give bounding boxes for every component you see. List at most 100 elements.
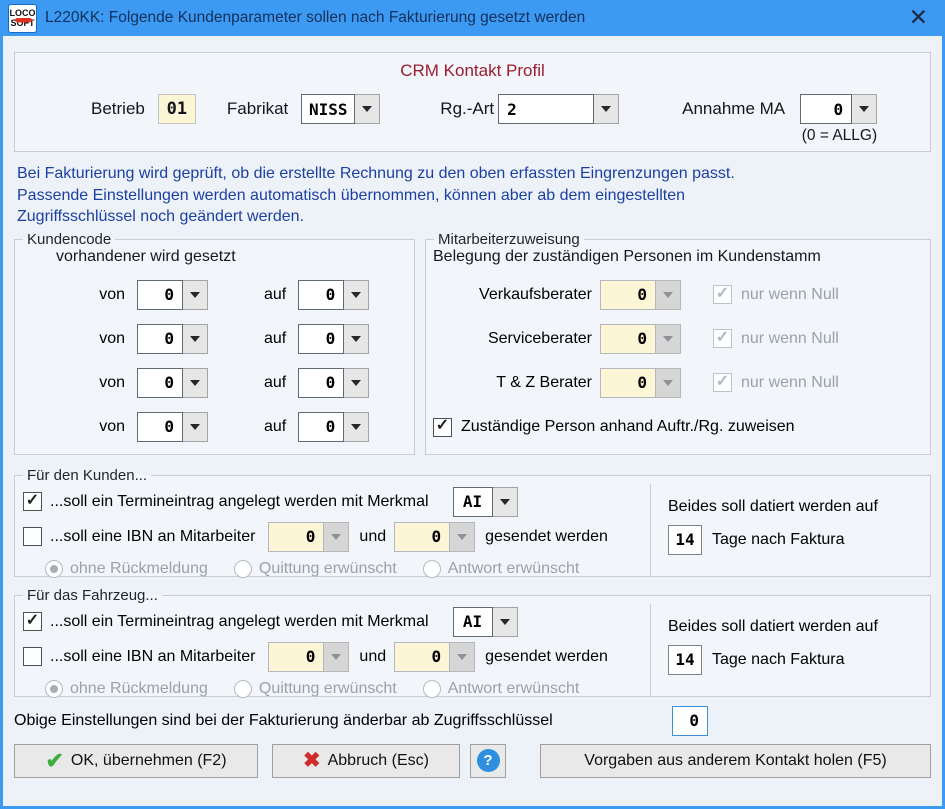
kundencode-auf-combobox[interactable]: 0 — [298, 279, 370, 310]
cancel-button[interactable]: ✖ Abbruch (Esc) — [272, 743, 460, 778]
von-value[interactable]: 0 — [137, 279, 183, 310]
annahme-ma-combobox[interactable]: 0 — [800, 94, 878, 124]
annahme-ma-note: (0 = ALLG) — [801, 127, 878, 144]
ibn-dropdown-button[interactable] — [450, 641, 476, 672]
von-value[interactable]: 0 — [137, 323, 183, 354]
rgart-dropdown-button[interactable] — [594, 94, 620, 124]
ibn-mitarbeiter1-value[interactable]: 0 — [268, 521, 325, 552]
verkaufsberater-label: Verkaufsberater — [479, 285, 592, 303]
tz-berater-combobox[interactable]: 0 — [600, 367, 681, 398]
auf-dropdown-button[interactable] — [344, 411, 370, 442]
ibn-mitarbeiter1-value[interactable]: 0 — [268, 641, 325, 672]
kunde-tage-field[interactable]: 14 — [668, 524, 702, 555]
nur-wenn-null-checkbox[interactable]: ✓ — [713, 285, 732, 304]
ibn-mitarbeiter2-value[interactable]: 0 — [394, 521, 451, 552]
ohne-rueckmeldung-radio[interactable] — [45, 679, 63, 698]
check-icon: ✓ — [715, 284, 730, 302]
vorgaben-button[interactable]: Vorgaben aus anderem Kontakt holen (F5) — [540, 743, 931, 778]
verkaufsberater-dropdown-button[interactable] — [656, 279, 681, 310]
fabrikat-combobox[interactable]: NISS — [301, 94, 381, 124]
tz-berater-dropdown-button[interactable] — [656, 367, 681, 398]
auf-value[interactable]: 0 — [298, 323, 345, 354]
ok-button[interactable]: ✔ OK, übernehmen (F2) — [14, 743, 258, 778]
auf-value[interactable]: 0 — [298, 411, 345, 442]
antwort-erwuenscht-radio[interactable] — [422, 679, 441, 698]
serviceberater-value[interactable]: 0 — [600, 323, 656, 354]
chevron-down-icon — [331, 533, 342, 540]
nur-wenn-null-checkbox[interactable]: ✓ — [713, 329, 732, 348]
fahrzeug-merkmal-combobox[interactable]: AI — [452, 606, 518, 637]
mitarbeiterzuweisung-group: Mitarbeiterzuweisung Belegung der zustän… — [425, 230, 931, 455]
kunde-ibn-checkbox[interactable] — [23, 527, 42, 546]
kunde-merkmal-combobox[interactable]: AI — [452, 486, 518, 517]
von-label: von — [99, 417, 125, 435]
ibn-mitarbeiter2-value[interactable]: 0 — [394, 641, 451, 672]
crm-panel-title: CRM Kontakt Profil — [400, 61, 545, 80]
kundencode-auf-combobox[interactable]: 0 — [298, 323, 370, 354]
kunde-ibn-mitarbeiter2-combobox[interactable]: 0 — [394, 521, 476, 552]
von-value[interactable]: 0 — [137, 411, 183, 442]
info-line-3: Zugriffsschlüssel noch geändert werden. — [17, 208, 304, 225]
auf-value[interactable]: 0 — [298, 367, 345, 398]
kundencode-auf-combobox[interactable]: 0 — [298, 367, 370, 398]
kunde-merkmal-value[interactable]: AI — [452, 486, 493, 517]
kunde-termineintrag-checkbox[interactable]: ✓ — [23, 492, 42, 511]
fahrzeug-ibn-mitarbeiter2-combobox[interactable]: 0 — [394, 641, 476, 672]
auf-dropdown-button[interactable] — [344, 279, 370, 310]
serviceberater-dropdown-button[interactable] — [656, 323, 681, 354]
kunde-ibn-mitarbeiter1-combobox[interactable]: 0 — [268, 521, 350, 552]
auf-value[interactable]: 0 — [298, 279, 345, 310]
annahme-ma-value[interactable]: 0 — [800, 94, 853, 124]
annahme-ma-dropdown-button[interactable] — [852, 94, 878, 124]
auf-dropdown-button[interactable] — [344, 323, 370, 354]
nur-wenn-null-checkbox[interactable]: ✓ — [713, 373, 732, 392]
rgart-combobox[interactable]: 2 — [498, 94, 620, 124]
chevron-down-icon — [351, 291, 362, 298]
kundencode-von-combobox[interactable]: 0 — [137, 323, 208, 354]
help-button[interactable]: ? — [470, 743, 506, 778]
von-dropdown-button[interactable] — [183, 411, 208, 442]
info-line-1: Bei Fakturierung wird geprüft, ob die er… — [17, 165, 735, 182]
chevron-down-icon — [499, 498, 510, 505]
kundencode-auf-combobox[interactable]: 0 — [298, 411, 370, 442]
fahrzeug-merkmal-value[interactable]: AI — [452, 606, 493, 637]
quittung-erwuenscht-radio[interactable] — [233, 679, 252, 698]
von-dropdown-button[interactable] — [183, 279, 208, 310]
fahrzeug-ibn-mitarbeiter1-combobox[interactable]: 0 — [268, 641, 350, 672]
fabrikat-value[interactable]: NISS — [301, 94, 356, 124]
von-value[interactable]: 0 — [137, 367, 183, 398]
von-dropdown-button[interactable] — [183, 323, 208, 354]
merkmal-dropdown-button[interactable] — [492, 606, 518, 637]
von-dropdown-button[interactable] — [183, 367, 208, 398]
antwort-erwuenscht-radio[interactable] — [422, 559, 441, 578]
ohne-rueckmeldung-radio[interactable] — [45, 559, 63, 578]
fahrzeug-ibn-checkbox[interactable] — [23, 647, 42, 666]
close-icon[interactable]: ✕ — [908, 4, 928, 31]
ibn-dropdown-button[interactable] — [324, 521, 350, 552]
betrieb-field[interactable]: 01 — [157, 94, 196, 124]
quittung-erwuenscht-radio[interactable] — [233, 559, 252, 578]
merkmal-dropdown-button[interactable] — [492, 486, 518, 517]
zustaendige-person-checkbox[interactable]: ✓ — [433, 417, 452, 437]
kundencode-von-combobox[interactable]: 0 — [137, 367, 208, 398]
serviceberater-combobox[interactable]: 0 — [600, 323, 681, 354]
zustaendige-person-label: Zuständige Person anhand Auftr./Rg. zuwe… — [461, 418, 795, 435]
zugriffsschluessel-input[interactable]: 0 — [672, 705, 708, 736]
verkaufsberater-combobox[interactable]: 0 — [600, 279, 681, 310]
kundencode-von-combobox[interactable]: 0 — [137, 411, 208, 442]
verkaufsberater-value[interactable]: 0 — [600, 279, 656, 310]
fabrikat-dropdown-button[interactable] — [355, 94, 381, 124]
rgart-value[interactable]: 2 — [498, 94, 595, 124]
gesendet-werden-label: gesendet werden — [485, 527, 608, 545]
fahrzeug-termineintrag-checkbox[interactable]: ✓ — [23, 612, 42, 631]
chevron-down-icon — [351, 379, 362, 386]
tz-berater-value[interactable]: 0 — [600, 367, 656, 398]
window-title: L220KK: Folgende Kundenparameter sollen … — [45, 9, 586, 26]
kundencode-von-combobox[interactable]: 0 — [137, 279, 208, 310]
nur-wenn-null-label: nur wenn Null — [741, 285, 839, 303]
auf-dropdown-button[interactable] — [344, 367, 370, 398]
annahme-ma-label: Annahme MA — [682, 99, 786, 118]
fahrzeug-tage-field[interactable]: 14 — [668, 644, 702, 675]
ibn-dropdown-button[interactable] — [324, 641, 350, 672]
ibn-dropdown-button[interactable] — [450, 521, 476, 552]
